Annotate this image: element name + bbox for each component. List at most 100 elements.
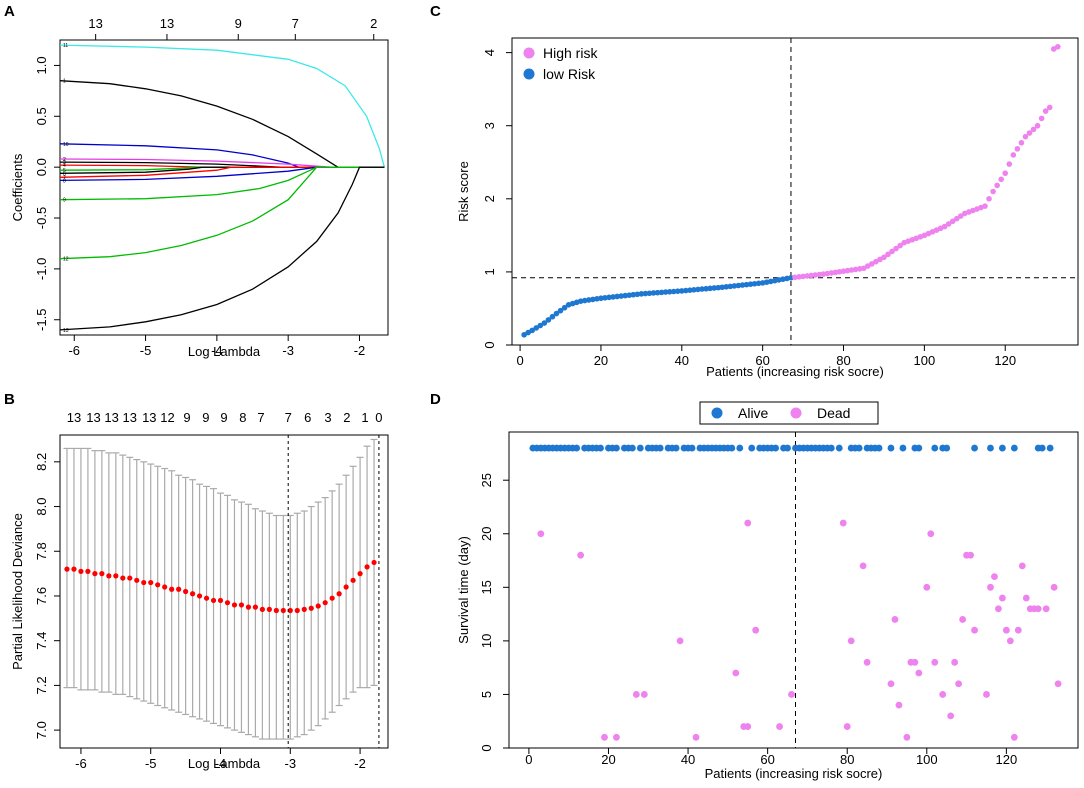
panel-label-c: C bbox=[430, 3, 441, 20]
top-tick-label: 13 bbox=[160, 16, 174, 31]
x-tick-label: -2 bbox=[354, 343, 366, 358]
alive-patient-point bbox=[931, 444, 939, 452]
dead-patient-point bbox=[676, 637, 684, 645]
alive-patient-point bbox=[1046, 444, 1054, 452]
deviance-point bbox=[231, 602, 238, 608]
deviance-point bbox=[287, 607, 293, 614]
panel-c-risk-score: 0 20 40 60 80 100 120 0 1 2 3 4 Patients (increasing… bbox=[456, 37, 1079, 379]
x-tick-label: -6 bbox=[68, 343, 80, 358]
dead-patient-point bbox=[1022, 594, 1030, 602]
path-end-label: 13 bbox=[63, 328, 69, 334]
alive-patient-point bbox=[656, 444, 664, 452]
alive-patient-point bbox=[827, 444, 835, 452]
y-tick-label: 8.2 bbox=[34, 453, 49, 471]
dead-patient-point bbox=[1034, 605, 1042, 613]
risk-score-point bbox=[666, 288, 673, 295]
risk-score-point bbox=[699, 286, 705, 292]
risk-score-point bbox=[735, 282, 742, 289]
top-tick-label: 9 bbox=[235, 16, 242, 31]
risk-score-point bbox=[1002, 170, 1009, 177]
y-axis-title: Risk score bbox=[456, 161, 471, 222]
y-tick-label: 7.8 bbox=[34, 542, 49, 560]
risk-score-point bbox=[549, 313, 556, 320]
top-count-label: 13 bbox=[67, 410, 81, 425]
path-end-label: 12 bbox=[63, 257, 69, 263]
x-tick-label: -5 bbox=[145, 756, 157, 771]
path-end-label: 8 bbox=[63, 178, 66, 184]
y-tick-label: 3 bbox=[482, 122, 497, 129]
x-tick-label: 0 bbox=[516, 353, 523, 368]
legend-marker bbox=[790, 407, 802, 419]
y-tick-label: -0.5 bbox=[34, 207, 49, 229]
y-tick-label: 20 bbox=[479, 527, 494, 541]
y-tick-label: 5 bbox=[479, 691, 494, 698]
risk-score-point bbox=[642, 290, 649, 297]
y-tick-label: 25 bbox=[479, 473, 494, 487]
risk-score-point bbox=[1014, 146, 1021, 152]
risk-score-point bbox=[646, 290, 653, 297]
risk-score-point bbox=[1030, 126, 1037, 133]
risk-score-point bbox=[986, 196, 992, 202]
x-tick-label: -3 bbox=[285, 756, 297, 771]
x-tick-label: 0 bbox=[525, 752, 532, 767]
top-count-label: 1 bbox=[361, 410, 368, 425]
panel-label-d: D bbox=[430, 391, 441, 408]
x-tick-label: 100 bbox=[914, 353, 936, 368]
deviance-point bbox=[155, 582, 161, 588]
risk-score-point bbox=[691, 287, 697, 293]
deviance-point bbox=[148, 579, 154, 586]
risk-score-point bbox=[941, 223, 948, 230]
dead-patient-point bbox=[1054, 680, 1062, 688]
alive-patient-point bbox=[915, 444, 923, 452]
deviance-point bbox=[134, 577, 140, 583]
deviance-point bbox=[301, 606, 307, 612]
deviance-point bbox=[196, 593, 203, 599]
risk-score-point bbox=[743, 281, 750, 288]
x-tick-label: -6 bbox=[75, 756, 87, 771]
risk-score-point bbox=[537, 322, 544, 329]
alive-patient-point bbox=[597, 444, 604, 452]
risk-score-point bbox=[626, 292, 633, 298]
risk-score-point bbox=[994, 182, 1000, 189]
risk-score-point bbox=[1026, 130, 1033, 136]
alive-patient-point bbox=[943, 444, 951, 452]
coefficient-path-1 bbox=[59, 80, 385, 168]
risk-score-point bbox=[953, 215, 960, 222]
dead-patient-point bbox=[1018, 562, 1026, 570]
alive-patient-point bbox=[728, 444, 736, 452]
top-count-label: 9 bbox=[202, 410, 209, 425]
top-count-label: 7 bbox=[257, 410, 264, 425]
dead-patient-point bbox=[692, 733, 700, 741]
risk-score-point bbox=[893, 245, 899, 252]
dead-patient-point bbox=[776, 723, 783, 730]
top-count-label: 13 bbox=[123, 410, 137, 425]
coefficient-path-9 bbox=[59, 166, 385, 201]
dead-patient-point bbox=[887, 680, 895, 688]
risk-score-point bbox=[679, 288, 685, 294]
risk-score-point bbox=[598, 295, 604, 302]
risk-score-point bbox=[755, 280, 762, 287]
coefficient-path-10 bbox=[59, 143, 385, 168]
dead-patient-point bbox=[987, 583, 994, 591]
risk-score-point bbox=[727, 283, 734, 290]
dead-patient-point bbox=[1014, 626, 1022, 634]
y-tick-label: -1.5 bbox=[34, 309, 49, 331]
deviance-point bbox=[224, 600, 231, 606]
risk-score-point bbox=[1018, 139, 1025, 146]
risk-score-point bbox=[707, 285, 713, 292]
alive-patient-point bbox=[628, 444, 636, 452]
deviance-point bbox=[85, 568, 91, 574]
top-count-label: 0 bbox=[375, 410, 382, 425]
deviance-point bbox=[92, 571, 98, 577]
y-axis-title: Survival time (day) bbox=[456, 536, 471, 644]
dead-patient-point bbox=[613, 733, 620, 741]
top-tick-label: 13 bbox=[88, 16, 102, 31]
dead-patient-point bbox=[744, 519, 752, 527]
risk-score-point bbox=[816, 271, 823, 278]
dead-patient-point bbox=[863, 658, 871, 666]
plot-frame bbox=[508, 431, 1079, 749]
alive-patient-point bbox=[736, 444, 744, 452]
top-count-label: 3 bbox=[324, 410, 331, 425]
dead-patient-point bbox=[939, 691, 947, 698]
risk-score-point bbox=[614, 293, 620, 300]
